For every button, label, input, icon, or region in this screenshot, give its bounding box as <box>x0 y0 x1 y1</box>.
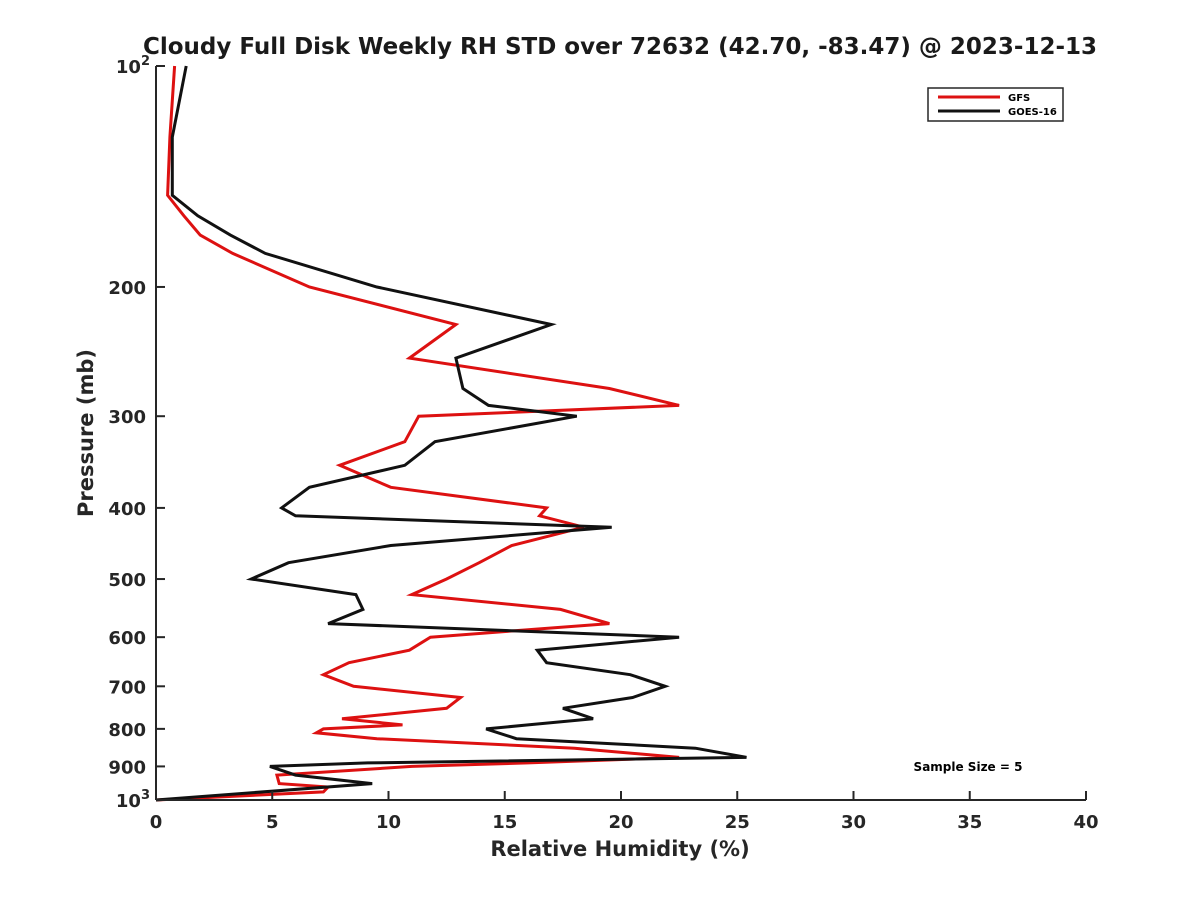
sample-size-annotation: Sample Size = 5 <box>914 760 1023 774</box>
legend-box <box>927 87 1064 122</box>
x-tick-label: 35 <box>957 812 982 833</box>
x-tick-label: 20 <box>608 812 633 833</box>
x-tick-label: 0 <box>150 812 163 833</box>
y-tick-label: 102 <box>116 54 150 78</box>
plot-series <box>155 65 747 802</box>
x-tick-label: 25 <box>725 812 750 833</box>
x-axis-label: Relative Humidity (%) <box>490 837 749 861</box>
x-tick-label: 10 <box>376 812 401 833</box>
y-tick-label: 900 <box>108 757 146 778</box>
series-line-goes-16 <box>155 65 747 802</box>
legend: GFS GOES-16 <box>927 87 1064 122</box>
y-tick-label: 400 <box>108 499 146 520</box>
series-line-gfs <box>155 65 680 802</box>
y-tick-label: 500 <box>108 570 146 591</box>
chart-title: Cloudy Full Disk Weekly RH STD over 7263… <box>143 34 1097 60</box>
y-tick-label: 800 <box>108 720 146 741</box>
y-tick-label: 600 <box>108 628 146 649</box>
axes: 0 5 10 15 20 25 30 35 40 102 200 300 400 500 600 700 800… <box>108 54 1098 833</box>
x-tick-label: 30 <box>841 812 866 833</box>
x-tick-label: 40 <box>1073 812 1098 833</box>
y-tick-label: 700 <box>108 677 146 698</box>
x-tick-label: 5 <box>266 812 279 833</box>
legend-label: GFS <box>1008 93 1030 104</box>
y-tick-label: 300 <box>108 407 146 428</box>
y-tick-label: 200 <box>108 278 146 299</box>
y-tick-label: 103 <box>116 788 150 812</box>
legend-label: GOES-16 <box>1008 107 1057 118</box>
y-axis-label: Pressure (mb) <box>74 349 98 517</box>
x-tick-label: 15 <box>492 812 517 833</box>
